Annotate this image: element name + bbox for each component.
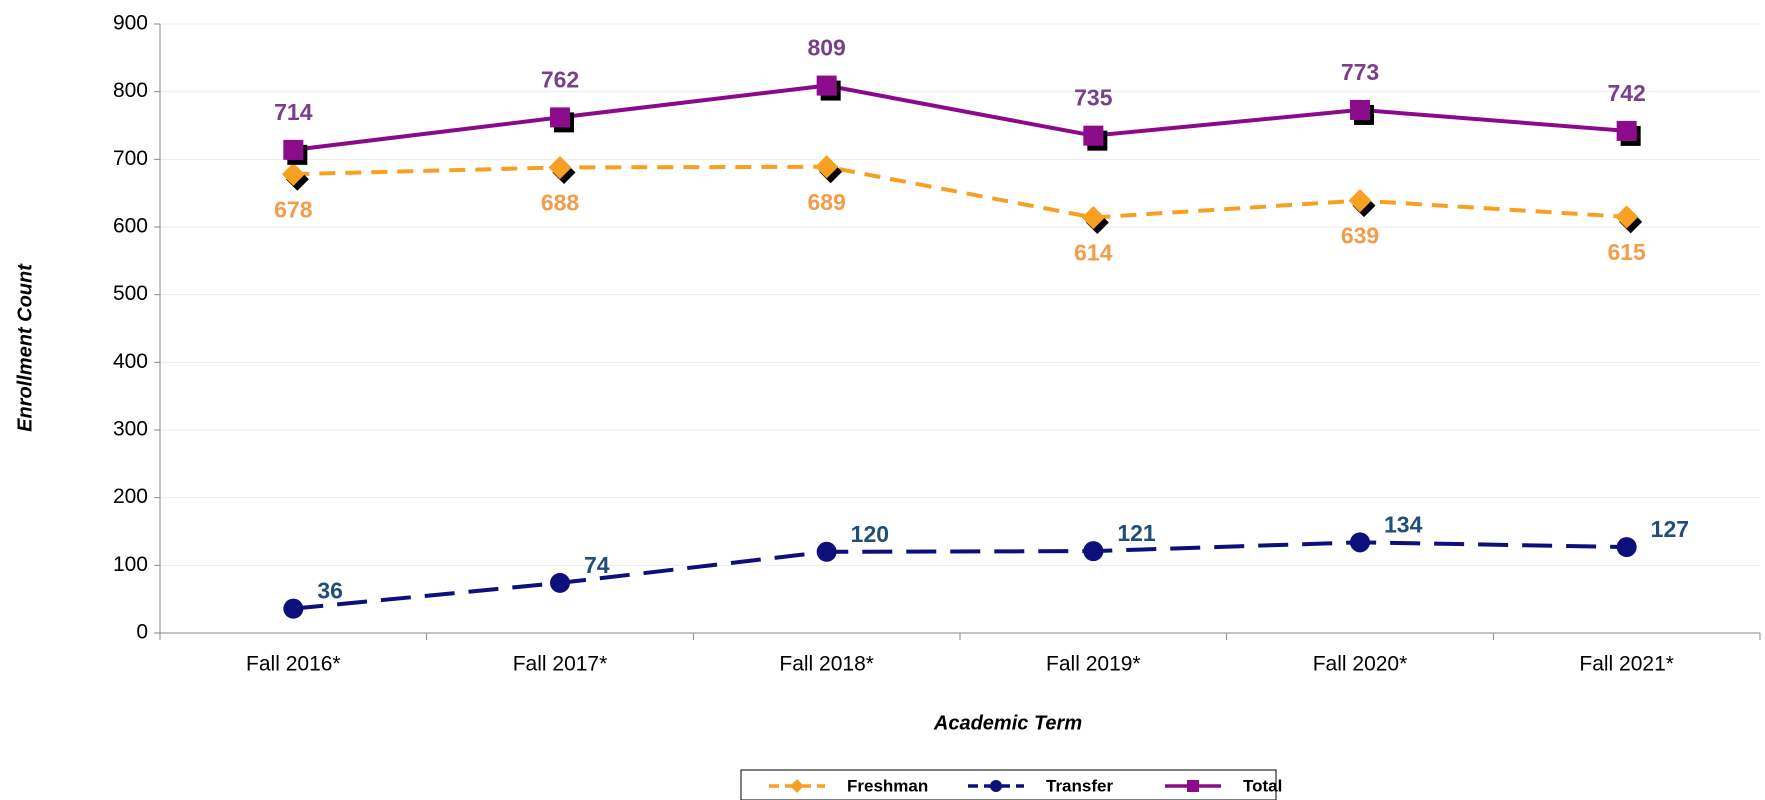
series-line: [293, 83, 1627, 152]
data-point: [816, 541, 837, 562]
legend-label: Total: [1243, 776, 1282, 795]
legend-marker: [790, 779, 804, 793]
series-line: [293, 540, 1627, 611]
data-label: 134: [1384, 511, 1423, 537]
x-tick-label: Fall 2021*: [1579, 653, 1674, 676]
y-tick-label: 500: [113, 282, 148, 305]
data-point: [1350, 99, 1370, 120]
data-point: [548, 155, 572, 179]
data-label: 809: [807, 35, 845, 61]
x-tick-label: Fall 2017*: [513, 653, 608, 676]
legend-label: Transfer: [1046, 776, 1113, 795]
data-point: [1615, 205, 1639, 229]
x-tick-label: Fall 2016*: [246, 653, 341, 676]
legend-label: Freshman: [847, 776, 928, 795]
y-tick-label: 300: [113, 418, 148, 441]
data-label: 689: [807, 189, 845, 215]
y-tick-label: 900: [113, 12, 148, 35]
x-tick-label: Fall 2020*: [1313, 653, 1408, 676]
data-point: [1616, 120, 1637, 141]
y-axis-title: Enrollment Count: [14, 263, 36, 432]
data-label: 36: [317, 578, 343, 604]
data-label: 615: [1607, 239, 1646, 265]
data-label: 678: [274, 196, 313, 222]
data-label: 120: [851, 521, 889, 547]
data-point: [550, 107, 570, 128]
data-label: 762: [541, 66, 579, 92]
legend-marker: [990, 780, 1002, 792]
data-point: [283, 139, 304, 160]
data-label: 714: [274, 99, 313, 125]
y-tick-label: 0: [136, 621, 148, 644]
y-tick-label: 400: [113, 350, 148, 373]
data-point: [1350, 532, 1370, 553]
data-point: [816, 75, 837, 96]
y-tick-label: 800: [113, 79, 148, 102]
data-label: 742: [1607, 80, 1645, 106]
data-label: 735: [1074, 85, 1113, 111]
data-point: [1348, 189, 1372, 213]
legend-marker: [1187, 780, 1199, 792]
x-tick-label: Fall 2018*: [779, 653, 874, 676]
data-label: 121: [1117, 520, 1156, 546]
data-point: [550, 572, 570, 593]
data-point: [1083, 541, 1104, 562]
data-label: 614: [1074, 240, 1113, 266]
y-tick-label: 100: [113, 553, 148, 576]
data-label: 639: [1341, 223, 1379, 249]
y-tick-label: 200: [113, 485, 148, 508]
data-point: [1083, 125, 1104, 146]
data-label: 74: [584, 552, 610, 578]
x-axis-title: Academic Term: [933, 712, 1082, 734]
data-point: [283, 598, 304, 619]
data-point: [815, 155, 839, 179]
data-point: [1616, 537, 1637, 558]
data-label: 688: [541, 190, 580, 216]
y-tick-label: 600: [113, 215, 148, 238]
data-point: [1081, 206, 1105, 230]
data-label: 127: [1651, 516, 1689, 542]
data-label: 773: [1341, 59, 1379, 85]
series-line: [293, 164, 1627, 220]
x-tick-label: Fall 2019*: [1046, 653, 1141, 676]
data-point: [281, 162, 305, 186]
y-tick-label: 700: [113, 147, 148, 170]
